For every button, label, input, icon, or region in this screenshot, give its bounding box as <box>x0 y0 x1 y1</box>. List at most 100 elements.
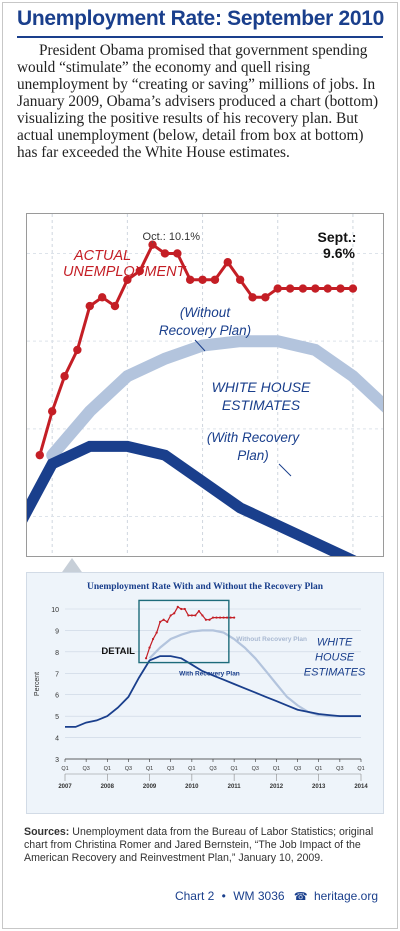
chart-number: Chart 2 <box>174 889 215 903</box>
detail-label: DETAIL <box>101 646 135 657</box>
chart-labels: DETAIL Without Recovery Plan With Recovery… <box>101 599 366 678</box>
year-label: 2012 <box>270 784 284 790</box>
actual-point <box>183 607 186 611</box>
detail-actual-point <box>135 266 144 276</box>
detail-actual-point <box>285 284 295 293</box>
with-label-line2: Plan) <box>237 448 269 463</box>
actual-point <box>204 618 208 621</box>
actual-point <box>180 607 183 611</box>
y-tick-label: 4 <box>55 736 59 743</box>
detail-actual-point <box>298 284 308 293</box>
y-tick-label: 10 <box>51 607 59 614</box>
detail-actual-point <box>198 275 207 284</box>
detail-actual-point <box>273 284 282 293</box>
actual-point <box>176 605 179 608</box>
actual-point <box>225 616 229 619</box>
quarter-tick-label: Q1 <box>61 766 68 772</box>
actual-point <box>169 614 172 617</box>
actual-point <box>233 616 236 619</box>
with-leader <box>278 463 292 477</box>
chart-lines <box>65 605 361 728</box>
actual-point <box>162 618 165 621</box>
y-tick-label: 7 <box>55 671 59 678</box>
actual-point <box>190 614 193 617</box>
year-label: 2008 <box>101 784 115 790</box>
actual-point <box>215 616 218 619</box>
actual-point <box>218 616 222 619</box>
with-plan-line <box>65 655 361 728</box>
actual-point <box>201 614 204 617</box>
actual-point <box>194 614 197 617</box>
without-label-line2: Recovery Plan) <box>159 323 251 338</box>
chart-title: Unemployment Rate With and Without the R… <box>87 582 324 592</box>
intro-paragraph: President Obama promised that government… <box>17 42 379 161</box>
without-plan-label: Without Recovery Plan <box>236 636 307 643</box>
phone-icon: ☎ <box>293 891 308 903</box>
actual-point <box>155 631 158 634</box>
detail-actual-point <box>85 301 94 311</box>
detail-points <box>35 240 358 460</box>
detail-actual-point <box>60 372 69 381</box>
actual-label-line1: ACTUAL <box>73 248 131 264</box>
detail-actual-point <box>210 275 220 284</box>
title-divider <box>17 36 383 38</box>
actual-point <box>148 646 151 649</box>
footer: Chart 2 • WM 3036 ☎ heritage.org <box>175 889 378 903</box>
detail-actual-point <box>73 345 82 355</box>
footer-bullet: • <box>221 889 226 903</box>
detail-actual-point <box>35 450 44 460</box>
sources-text: Unemployment data from the Bureau of Lab… <box>24 826 374 864</box>
actual-point <box>187 614 190 617</box>
detail-without-line <box>46 335 383 462</box>
detail-actual-point <box>348 284 358 293</box>
actual-point <box>211 616 215 619</box>
detail-with-line <box>27 440 357 556</box>
year-label: 2009 <box>143 784 157 790</box>
actual-point <box>197 610 201 613</box>
chart-axes: 3 4 5 6 7 8 9 10 Percent Q1 Q3 Q1 Q3 Q1 Q3 Q1 Q3 Q1 Q3 Q1 Q3… <box>34 607 368 790</box>
sources-label: Sources: <box>24 826 70 838</box>
y-tick-label: 6 <box>55 693 59 700</box>
detail-actual-point <box>248 293 257 302</box>
quarter-tick-label: Q3 <box>167 766 174 772</box>
actual-point <box>208 618 211 621</box>
detail-actual-point <box>123 275 132 284</box>
quarter-tick-label: Q3 <box>209 766 216 772</box>
year-label: 2013 <box>312 784 326 790</box>
actual-point <box>151 637 155 641</box>
y-tick-label: 5 <box>55 714 59 721</box>
year-label: 2014 <box>354 784 368 790</box>
detail-chart: ACTUAL UNEMPLOYMENT Oct.: 10.1% Sept.: 9.6% (… <box>26 213 384 557</box>
detail-actual-point <box>47 407 57 416</box>
quarter-tick-label: Q1 <box>357 766 364 772</box>
y-tick-label: 8 <box>55 650 59 657</box>
peak-label: Oct.: 10.1% <box>143 231 201 243</box>
actual-point <box>159 620 162 623</box>
detail-actual-point <box>185 275 195 284</box>
quarter-tick-label: Q1 <box>230 766 237 772</box>
quarter-tick-label: Q1 <box>104 766 111 772</box>
quarter-tick-label: Q1 <box>188 766 195 772</box>
original-chart-svg: Unemployment Rate With and Without the R… <box>34 582 368 790</box>
detail-actual-point <box>173 249 182 258</box>
latest-label-line2: 9.6% <box>323 245 355 261</box>
wh-label-line1: WHITE HOUSE <box>212 379 311 395</box>
year-label: 2007 <box>58 784 72 790</box>
year-label: 2011 <box>228 784 242 790</box>
detail-actual-point <box>160 249 170 258</box>
site-link[interactable]: heritage.org <box>313 889 378 903</box>
quarter-tick-label: Q3 <box>125 766 132 772</box>
detail-actual-point <box>110 301 120 311</box>
quarter-tick-label: Q3 <box>82 766 89 772</box>
quarter-tick-label: Q1 <box>315 766 322 772</box>
quarter-tick-label: Q3 <box>294 766 301 772</box>
actual-point <box>144 657 148 660</box>
original-chart: Unemployment Rate With and Without the R… <box>26 572 384 814</box>
actual-point <box>229 616 232 619</box>
with-label-line1: (With Recovery <box>207 430 300 445</box>
detail-actual-point <box>261 293 270 302</box>
detail-grid <box>27 214 383 556</box>
detail-box <box>138 599 230 664</box>
